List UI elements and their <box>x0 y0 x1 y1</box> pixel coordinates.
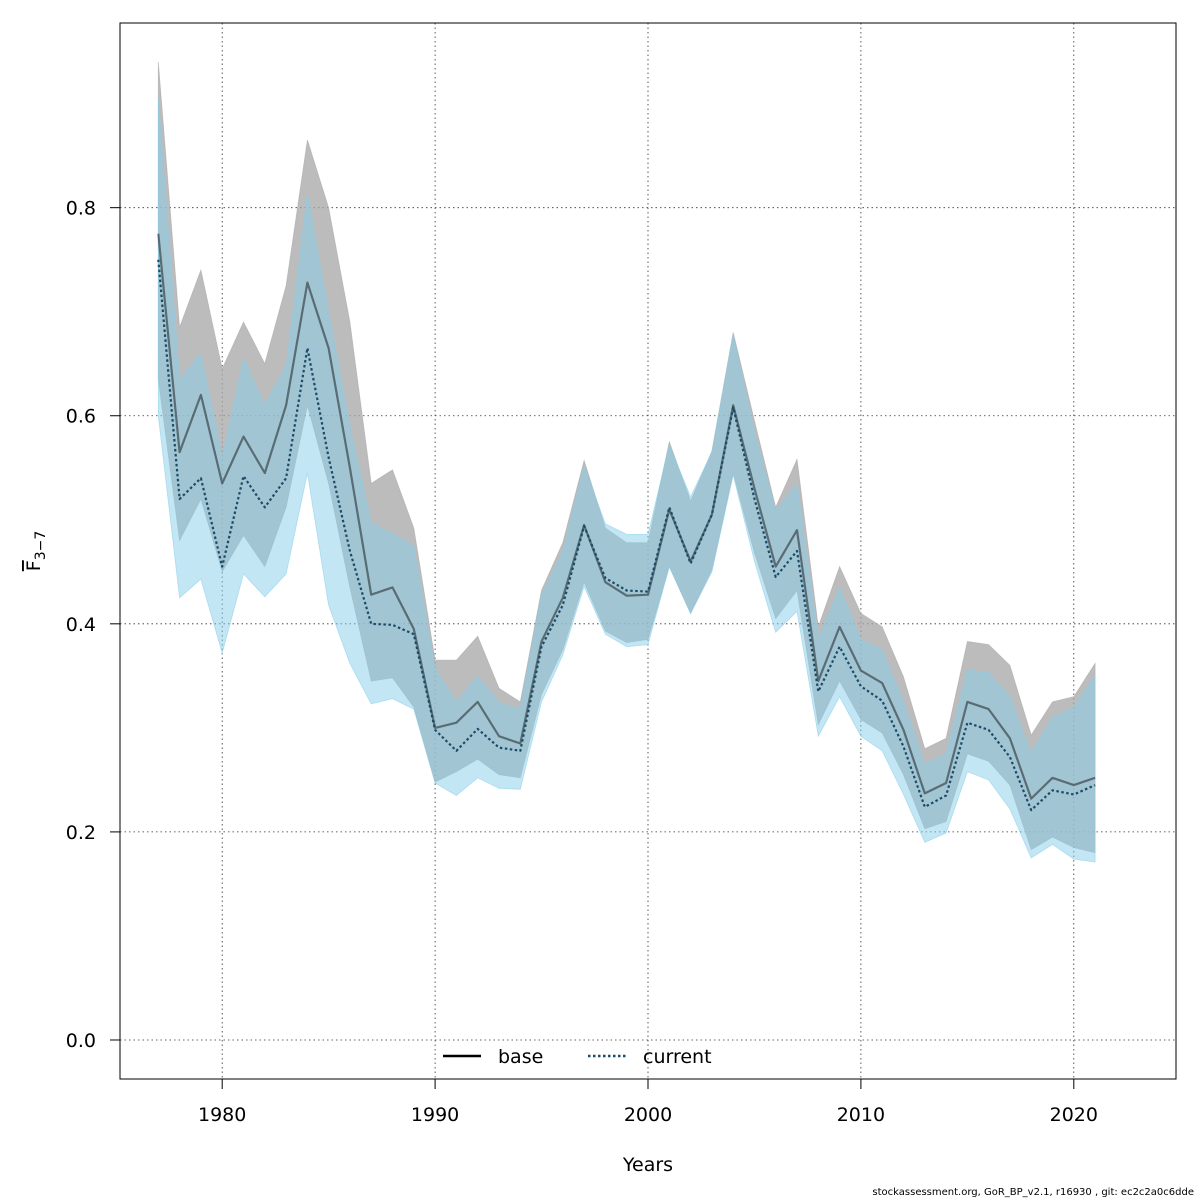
y-tick-label-0.8: 0.8 <box>66 198 96 220</box>
x-tick-label-1990: 1990 <box>411 1104 459 1126</box>
footer-credit: stockassessment.org, GoR_BP_v2.1, r16930… <box>872 1187 1194 1198</box>
x-tick-label-2020: 2020 <box>1050 1104 1098 1126</box>
y-axis-title: F3−7 <box>23 531 49 571</box>
legend-label-base: base <box>498 1046 543 1068</box>
series-lines <box>157 233 1096 812</box>
x-tick-label-2010: 2010 <box>837 1104 885 1126</box>
x-axis-title: Years <box>622 1154 673 1176</box>
legend: base current <box>443 1046 712 1068</box>
x-axis: 1980 1990 2000 2010 2020 <box>198 1079 1098 1126</box>
legend-label-current: current <box>643 1046 712 1068</box>
y-tick-label-0: 0.0 <box>66 1030 96 1052</box>
line-base <box>157 233 1096 800</box>
svg-text:F3−7: F3−7 <box>23 531 49 571</box>
confidence-bands <box>157 61 1096 863</box>
band-current <box>157 98 1096 863</box>
y-axis-title-main: F <box>23 560 45 571</box>
y-axis-title-sub: 3−7 <box>33 531 49 561</box>
y-tick-label-0.6: 0.6 <box>66 406 96 428</box>
x-tick-label-2000: 2000 <box>624 1104 672 1126</box>
y-tick-label-0.2: 0.2 <box>66 822 96 844</box>
line-current <box>157 259 1096 812</box>
x-tick-label-1980: 1980 <box>198 1104 246 1126</box>
y-axis: 0.0 0.2 0.4 0.6 0.8 <box>66 198 120 1052</box>
y-tick-label-0.4: 0.4 <box>66 614 96 636</box>
